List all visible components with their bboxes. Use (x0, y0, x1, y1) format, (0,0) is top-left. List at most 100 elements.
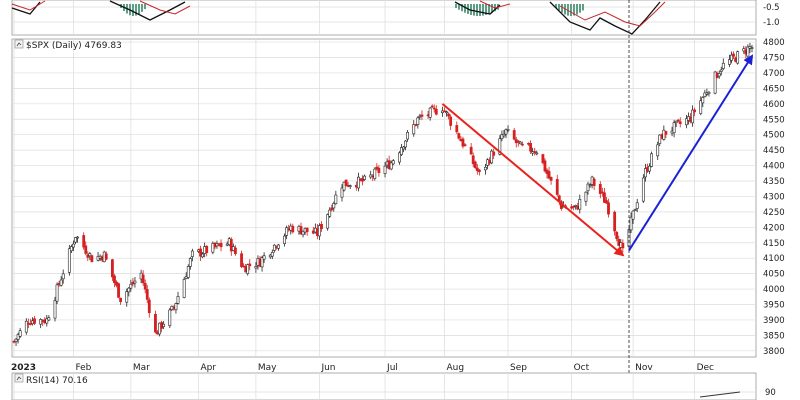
rsi-line (699, 391, 741, 398)
candle-up (326, 214, 330, 229)
symbol-legend: $SPX (Daily) 4769.83 (14, 39, 122, 51)
candle-down (443, 110, 446, 113)
candle-up (490, 150, 494, 164)
rsi-chart-icon (16, 376, 22, 381)
candle-down (414, 124, 418, 126)
candle-up (504, 129, 508, 135)
candlesticks (12, 42, 754, 347)
candle-down (613, 211, 617, 232)
candle-up (656, 144, 660, 157)
candle-up (650, 153, 653, 167)
candle-up (750, 47, 754, 49)
candle-up (127, 287, 131, 293)
candle-up (631, 210, 635, 220)
candle-down (533, 151, 537, 153)
candle-down (344, 179, 348, 187)
candle-up (416, 117, 420, 125)
histogram-bar (479, 4, 481, 16)
candle-down (291, 225, 295, 233)
candle-down (547, 171, 551, 179)
candle-up (16, 334, 20, 340)
candle-up (373, 168, 377, 179)
candle-up (412, 124, 416, 135)
y-tick-label: 4500 (763, 131, 785, 141)
histogram-bar (485, 4, 487, 15)
histogram-bar (455, 4, 457, 8)
y-tick-label: 4000 (763, 285, 785, 295)
histogram-bar (582, 4, 584, 11)
candle-up (328, 209, 332, 217)
price-y-axis: 3800 3850 3900 3950 4000 4050 4100 4150 4200 4250… (763, 38, 785, 357)
candle-up (55, 284, 59, 302)
candle-up (588, 184, 592, 187)
rsi-legend-icon (14, 373, 24, 383)
candle-down (320, 223, 323, 230)
candle-up (260, 257, 264, 268)
y-tick-label: 4350 (763, 177, 785, 187)
candle-down (516, 140, 520, 143)
candle-down (219, 242, 223, 248)
candle-up (74, 237, 77, 243)
candle-up (635, 202, 639, 209)
candle-down (471, 155, 475, 165)
candle-up (18, 330, 22, 337)
candle-down (229, 239, 233, 252)
y-tick-label: 4150 (763, 239, 785, 249)
x-tick-label: Aug (447, 363, 465, 373)
candle-up (728, 59, 731, 65)
histogram-bar (567, 4, 569, 16)
candle-up (721, 62, 725, 69)
candle-up (701, 97, 705, 104)
candle-up (340, 187, 344, 198)
candle-up (254, 266, 258, 269)
candle-up (584, 191, 588, 202)
candle-up (70, 246, 73, 252)
candle-up (717, 73, 721, 77)
candle-down (147, 299, 151, 314)
x-tick-label: Dec (697, 363, 714, 373)
candle-up (168, 309, 172, 326)
rsi-y-axis: 90 (765, 388, 776, 398)
price-panel-frame (11, 38, 757, 358)
candle-down (543, 160, 547, 172)
candle-down (605, 200, 608, 204)
x-tick-label: Jun (320, 363, 335, 373)
candle-down (678, 121, 682, 124)
candle-up (658, 134, 662, 144)
candle-down (82, 235, 86, 248)
candle-up (24, 320, 28, 333)
y-tick-label: 4450 (763, 146, 785, 156)
candle-up (672, 122, 676, 134)
candle-down (463, 144, 467, 146)
candle-down (520, 143, 524, 146)
candle-down (455, 125, 459, 133)
candle-down (33, 318, 36, 324)
red-trend-arrow (441, 103, 625, 257)
candle-up (176, 296, 180, 304)
candle-down (461, 138, 465, 147)
candle-up (67, 248, 71, 273)
histogram-bar (458, 4, 460, 10)
candle-up (285, 227, 289, 236)
candle-up (391, 160, 395, 165)
candle-down (600, 191, 604, 194)
candle-down (432, 107, 436, 110)
candle-up (674, 120, 678, 124)
rsi-panel-frame (11, 372, 757, 400)
candle-up (318, 225, 321, 237)
candle-up (363, 175, 366, 180)
candle-up (691, 109, 694, 124)
annotations (441, 0, 754, 400)
candle-down (154, 313, 157, 333)
candle-down (676, 119, 680, 122)
candle-down (475, 167, 479, 172)
y-tick-label: 3900 (763, 316, 785, 326)
histogram-bar (570, 4, 572, 16)
candle-down (607, 202, 610, 215)
legend-chart-icon (16, 42, 22, 47)
candle-down (434, 108, 438, 115)
y-tick-label: 4650 (763, 84, 785, 94)
candle-up (402, 146, 405, 150)
blue-trend-arrow (628, 54, 754, 252)
candle-up (500, 134, 504, 140)
